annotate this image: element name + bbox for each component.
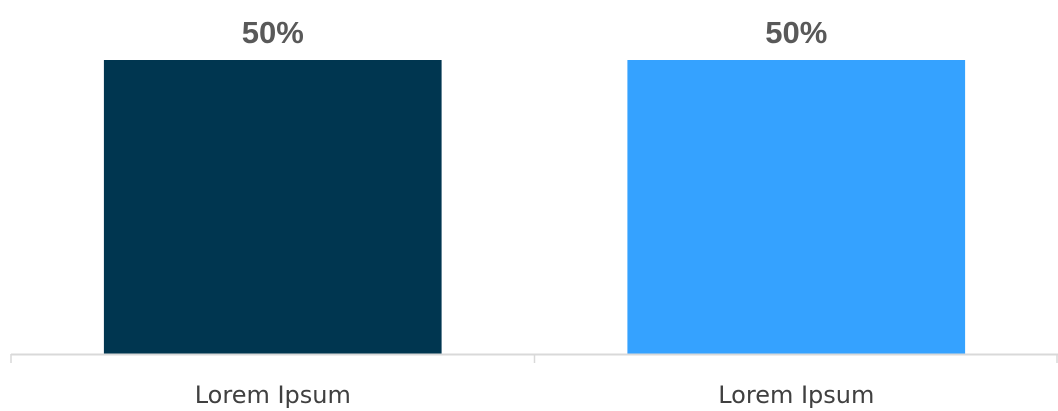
category-label-1: Lorem Ipsum [195,381,351,409]
data-labels-group: 50% 50% [242,15,828,50]
bars-group [104,60,965,354]
category-labels-group: Lorem Ipsum Lorem Ipsum [195,381,875,409]
category-label-2: Lorem Ipsum [718,381,874,409]
data-label-1: 50% [242,15,304,50]
bar-1 [104,60,442,354]
bar-2 [627,60,965,354]
x-axis [11,354,1058,363]
data-label-2: 50% [765,15,827,50]
